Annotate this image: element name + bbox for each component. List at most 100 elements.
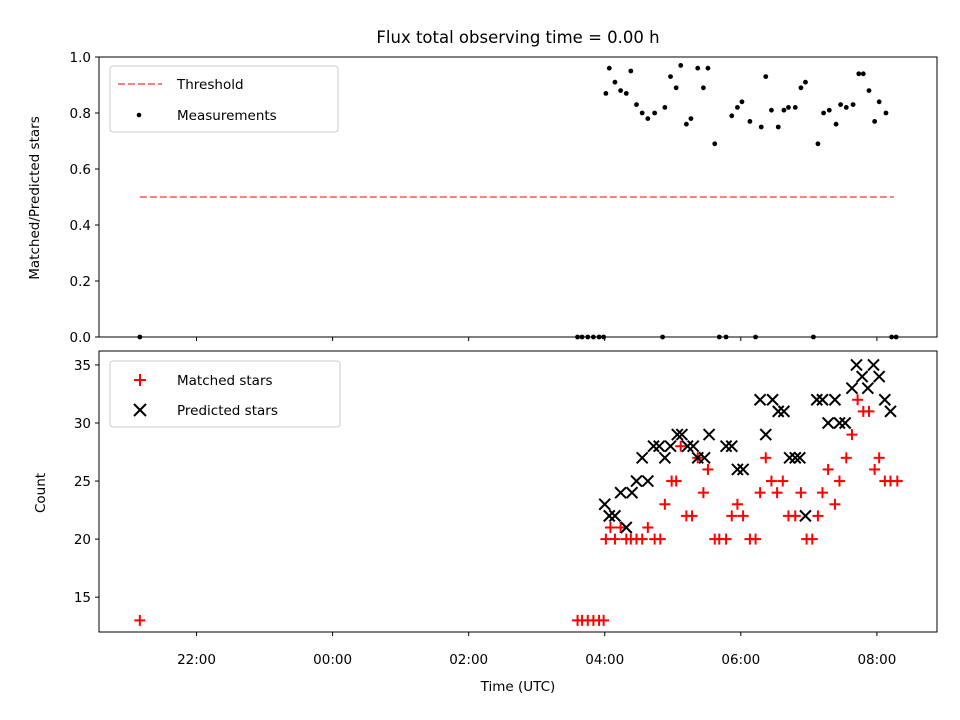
matched-star-point: [654, 533, 666, 545]
predicted-star-point: [686, 440, 700, 453]
bottom-x-ticks: 22:00 00:00 02:00 04:00 06:00 08:00: [177, 632, 896, 668]
matched-star-point: [852, 394, 864, 406]
predicted-star-point: [671, 428, 684, 441]
predicted-star-point: [878, 393, 892, 406]
matched-star-point: [822, 463, 834, 475]
measurement-point: [639, 110, 645, 116]
matched-star-point: [726, 510, 738, 522]
measurement-point: [815, 141, 821, 147]
predicted-star-point: [614, 486, 627, 499]
bottom-ytick-label: 30: [74, 416, 91, 432]
matched-star-point: [670, 475, 682, 487]
matched-star-point: [134, 614, 146, 626]
matched-star-point: [604, 521, 616, 533]
predicted-star-point: [725, 440, 738, 453]
xtick-label: 22:00: [177, 652, 216, 668]
matched-star-point: [869, 463, 881, 475]
threshold-legend-label: Threshold: [176, 77, 244, 93]
predicted-star-point: [702, 428, 716, 441]
predicted-star-point: [736, 463, 750, 476]
predicted-star-point: [698, 451, 711, 465]
measurement-point: [850, 102, 856, 107]
matched-star-point: [615, 521, 627, 533]
predicted-star-point: [810, 393, 824, 406]
measurement-point: [856, 71, 862, 77]
measurement-point: [628, 68, 634, 74]
measurements-legend-swatch: [136, 112, 142, 118]
measurement-point: [792, 105, 798, 110]
predicted-star-point: [753, 393, 767, 406]
top-x-ticks: [196, 337, 878, 341]
measurement-point: [739, 99, 745, 105]
measurement-point: [866, 88, 872, 93]
measurement-point: [729, 113, 735, 119]
predicted-star-point: [608, 509, 622, 523]
bottom-ytick-label: 25: [74, 474, 91, 490]
predicted-star-point: [731, 463, 744, 476]
measurement-point: [821, 110, 827, 116]
bottom-ytick-label: 35: [74, 358, 91, 374]
measurement-point: [606, 65, 612, 71]
top-ytick-label: 0.6: [70, 162, 91, 178]
bottom-legend: Matched stars Predicted stars: [109, 360, 341, 428]
xtick-label: 08:00: [857, 652, 896, 668]
matched-star-point: [609, 533, 621, 545]
predicted-legend-swatch: [133, 403, 147, 417]
xtick-label: 00:00: [313, 652, 352, 668]
top-ytick-label: 0.2: [70, 274, 91, 290]
predicted-star-point: [772, 405, 785, 418]
predicted-star-point: [850, 358, 863, 372]
predicted-star-point: [838, 416, 852, 430]
measurement-point: [688, 116, 694, 121]
measurement-point: [712, 141, 718, 147]
measurement-point: [860, 71, 866, 77]
matched-star-point: [760, 452, 772, 464]
x-axis-label: Time (UTC): [480, 679, 556, 695]
matched-star-point: [750, 533, 762, 545]
predicted-star-point: [652, 440, 666, 453]
matched-star-point: [659, 498, 671, 510]
measurement-point: [833, 121, 839, 127]
measurement-point: [803, 79, 808, 85]
measurement-point: [769, 107, 774, 113]
measurement-point: [758, 124, 764, 130]
predicted-star-point: [675, 428, 689, 441]
top-ytick-label: 1.0: [70, 50, 91, 66]
matched-star-point: [812, 510, 824, 522]
bottom-legend-box: [109, 360, 341, 428]
measurement-point: [786, 105, 791, 110]
measurement-point: [683, 121, 689, 127]
predicted-star-point: [647, 440, 660, 453]
predicted-star-point: [867, 358, 880, 372]
predicted-star-point: [766, 393, 779, 406]
top-legend-box: [109, 65, 339, 133]
matched-star-point: [846, 429, 858, 441]
measurement-point: [838, 102, 844, 107]
measurement-point: [662, 105, 668, 110]
matched-legend-label: Matched stars: [177, 373, 273, 389]
predicted-star-point: [845, 381, 859, 395]
measurement-point: [618, 88, 624, 93]
matched-star-point: [686, 510, 698, 522]
top-y-axis-label: Matched/Predicted stars: [27, 116, 43, 279]
predicted-star-point: [789, 451, 802, 465]
matched-star-point: [642, 521, 654, 533]
matched-star-point: [697, 487, 709, 499]
top-ytick-label: 0.8: [70, 106, 91, 122]
matched-star-point: [891, 475, 903, 487]
predicted-star-point: [620, 521, 633, 534]
predicted-star-point: [658, 451, 672, 465]
measurement-point: [645, 116, 651, 121]
matched-star-point: [789, 510, 801, 522]
measurement-point: [775, 124, 781, 130]
xtick-label: 06:00: [721, 652, 760, 668]
measurement-point: [673, 85, 679, 91]
matched-star-point: [737, 510, 749, 522]
measurement-point: [612, 79, 618, 85]
measurement-point: [603, 91, 609, 96]
matched-legend-swatch: [134, 374, 146, 386]
predicted-star-point: [719, 440, 733, 453]
measurement-point: [798, 85, 804, 91]
predicted-star-point: [664, 440, 677, 453]
measurement-point: [876, 99, 882, 105]
